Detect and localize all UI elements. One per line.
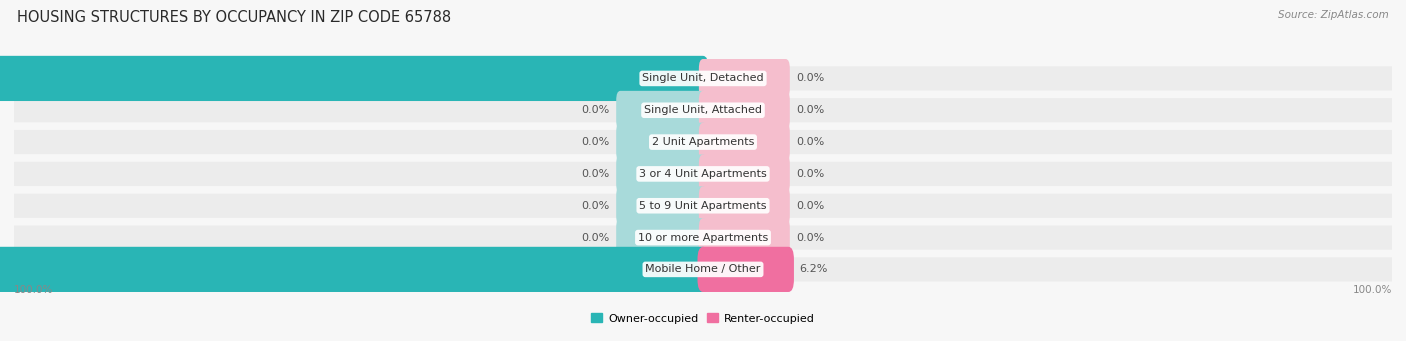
Text: 0.0%: 0.0% <box>581 201 609 211</box>
Text: 0.0%: 0.0% <box>581 233 609 242</box>
FancyBboxPatch shape <box>616 154 707 193</box>
Text: 0.0%: 0.0% <box>581 137 609 147</box>
Text: 0.0%: 0.0% <box>797 105 825 115</box>
FancyBboxPatch shape <box>14 98 1392 122</box>
Text: Source: ZipAtlas.com: Source: ZipAtlas.com <box>1278 10 1389 20</box>
Text: 6.2%: 6.2% <box>800 264 828 275</box>
Text: 0.0%: 0.0% <box>581 169 609 179</box>
FancyBboxPatch shape <box>14 225 1392 250</box>
Text: 0.0%: 0.0% <box>797 73 825 84</box>
FancyBboxPatch shape <box>699 91 790 130</box>
FancyBboxPatch shape <box>14 194 1392 218</box>
Text: 0.0%: 0.0% <box>797 233 825 242</box>
FancyBboxPatch shape <box>616 186 707 225</box>
FancyBboxPatch shape <box>699 59 790 98</box>
FancyBboxPatch shape <box>0 247 709 292</box>
Text: 0.0%: 0.0% <box>581 105 609 115</box>
Legend: Owner-occupied, Renter-occupied: Owner-occupied, Renter-occupied <box>592 313 814 324</box>
FancyBboxPatch shape <box>616 123 707 162</box>
Text: 5 to 9 Unit Apartments: 5 to 9 Unit Apartments <box>640 201 766 211</box>
Text: 100.0%: 100.0% <box>1353 285 1392 295</box>
Text: 3 or 4 Unit Apartments: 3 or 4 Unit Apartments <box>640 169 766 179</box>
FancyBboxPatch shape <box>699 186 790 225</box>
Text: 100.0%: 100.0% <box>14 285 53 295</box>
FancyBboxPatch shape <box>14 66 1392 90</box>
Text: 0.0%: 0.0% <box>797 201 825 211</box>
FancyBboxPatch shape <box>14 162 1392 186</box>
FancyBboxPatch shape <box>699 123 790 162</box>
Text: 0.0%: 0.0% <box>797 137 825 147</box>
Text: HOUSING STRUCTURES BY OCCUPANCY IN ZIP CODE 65788: HOUSING STRUCTURES BY OCCUPANCY IN ZIP C… <box>17 10 451 25</box>
FancyBboxPatch shape <box>0 56 709 101</box>
FancyBboxPatch shape <box>14 130 1392 154</box>
FancyBboxPatch shape <box>699 154 790 193</box>
Text: Single Unit, Attached: Single Unit, Attached <box>644 105 762 115</box>
FancyBboxPatch shape <box>616 218 707 257</box>
FancyBboxPatch shape <box>697 247 794 292</box>
Text: 10 or more Apartments: 10 or more Apartments <box>638 233 768 242</box>
FancyBboxPatch shape <box>699 218 790 257</box>
FancyBboxPatch shape <box>14 257 1392 281</box>
FancyBboxPatch shape <box>616 91 707 130</box>
Text: Mobile Home / Other: Mobile Home / Other <box>645 264 761 275</box>
Text: 0.0%: 0.0% <box>797 169 825 179</box>
Text: 2 Unit Apartments: 2 Unit Apartments <box>652 137 754 147</box>
Text: Single Unit, Detached: Single Unit, Detached <box>643 73 763 84</box>
